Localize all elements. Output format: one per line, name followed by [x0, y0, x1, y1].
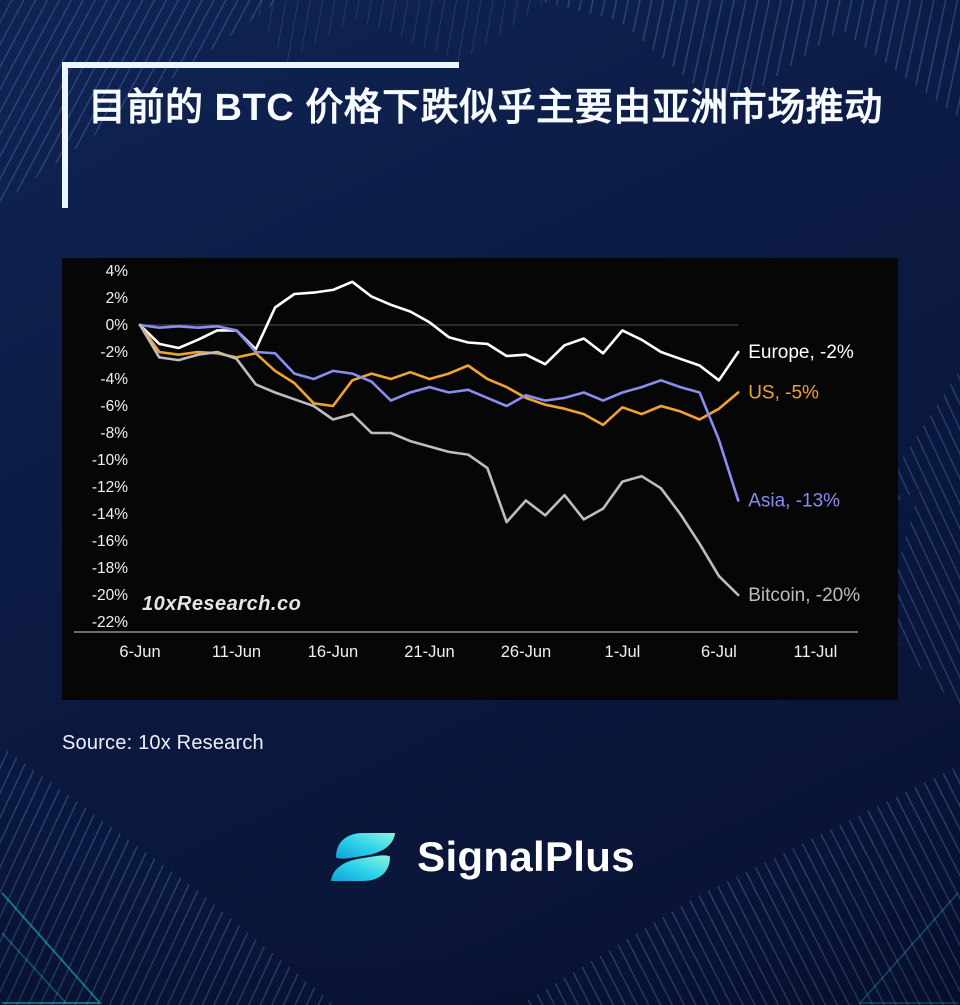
decorative-hatch-top-middle	[250, 0, 550, 62]
y-axis-tick-label: 2%	[106, 290, 129, 307]
series-line-bitcoin	[138, 323, 740, 597]
y-axis-tick-label: -22%	[92, 614, 128, 631]
page-title: 目前的 BTC 价格下跌似乎主要由亚洲市场推动	[88, 87, 883, 129]
series-line-europe	[138, 280, 740, 382]
series-line-asia	[138, 323, 740, 502]
x-axis-tick-label: 16-Jun	[308, 643, 358, 661]
signalplus-logo-icon	[331, 833, 396, 881]
series-label-us: US, -5%	[748, 383, 819, 404]
x-axis-tick-label: 6-Jul	[701, 643, 737, 661]
title-block: 目前的 BTC 价格下跌似乎主要由亚洲市场推动	[62, 62, 902, 208]
x-axis-tick-label: 21-Jun	[404, 643, 454, 661]
series-label-asia: Asia, -13%	[748, 491, 840, 512]
source-text: Source: 10x Research	[62, 732, 264, 754]
title-accent-left-bar	[62, 62, 68, 208]
y-axis-tick-label: -16%	[92, 533, 128, 550]
y-axis-tick-label: 0%	[106, 317, 129, 334]
x-axis-tick-label: 11-Jun	[212, 643, 261, 661]
title-accent-top-bar	[62, 62, 459, 68]
x-axis-tick-label: 1-Jul	[605, 643, 641, 661]
x-axis-tick-label: 6-Jun	[119, 643, 160, 661]
series-line-us	[138, 323, 740, 427]
chart-panel: 4% 2% 0% -2% -4% -6% -8% -10% -12% -14% -16% -18% -2…	[62, 258, 898, 700]
x-axis-tick-label: 11-Jul	[794, 643, 838, 661]
y-axis-tick-label: -18%	[92, 560, 128, 577]
y-axis-tick-label: -14%	[92, 506, 128, 523]
chart-watermark: 10xResearch.co	[142, 593, 301, 615]
series-label-bitcoin: Bitcoin, -20%	[748, 585, 860, 606]
x-axis-tick-label: 26-Jun	[501, 643, 551, 661]
decorative-cyan-lines-bottom-left	[1, 892, 103, 1004]
brand-name: SignalPlus	[417, 833, 635, 880]
y-axis-tick-label: -4%	[100, 371, 128, 388]
y-axis-tick-label: -2%	[100, 344, 128, 361]
y-axis-tick-label: -8%	[100, 425, 128, 442]
y-axis-tick-label: -12%	[92, 479, 128, 496]
brand-row: SignalPlus	[0, 826, 960, 888]
line-chart: 4% 2% 0% -2% -4% -6% -8% -10% -12% -14% -16% -18% -2…	[74, 263, 860, 661]
decorative-cyan-lines-bottom-right	[858, 892, 959, 1004]
y-axis-tick-label: -6%	[100, 398, 128, 415]
y-axis-tick-label: 4%	[106, 263, 129, 280]
y-axis-tick-label: -10%	[92, 452, 128, 469]
series-label-europe: Europe, -2%	[748, 342, 854, 363]
y-axis-tick-label: -20%	[92, 587, 128, 604]
